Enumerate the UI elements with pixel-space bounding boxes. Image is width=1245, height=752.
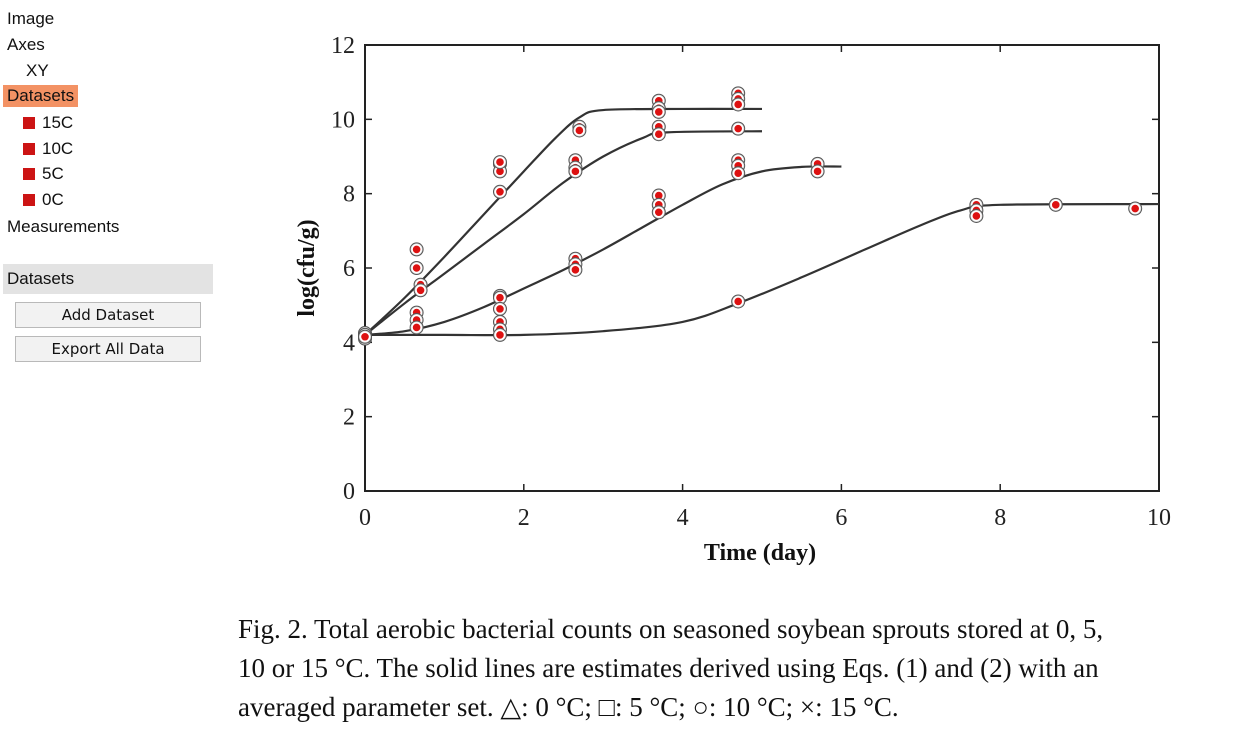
datasets-panel-header: Datasets [3, 264, 213, 294]
fit-curve-0c [365, 202, 1160, 337]
fit-curve-5c [364, 165, 842, 336]
fit-curve-10c [364, 130, 763, 336]
x-tick-label: 2 [518, 505, 530, 531]
tree-item-dataset-15c[interactable]: 15C [23, 112, 73, 134]
y-tick-label: 10 [331, 107, 355, 133]
axis-ticks: 0 2 4 6 8 10 0 2 4 6 8 10 12 [331, 33, 1171, 531]
data-point-5c[interactable] [570, 264, 581, 276]
data-point-15c[interactable] [653, 106, 665, 118]
plot-frame [364, 44, 1160, 492]
data-point-5c[interactable] [653, 206, 665, 218]
fit-curve-15c [364, 107, 763, 336]
x-tick-label: 6 [835, 505, 847, 531]
dataset-label: 10C [42, 139, 74, 158]
y-axis-label: log(cfu/g) [294, 219, 320, 316]
data-point-0c[interactable] [359, 331, 371, 343]
caption-line: Fig. 2. Total aerobic bacterial counts o… [238, 614, 1104, 644]
data-point-5c[interactable] [494, 303, 506, 315]
caption-line: 10 or 15 °C. The solid lines are estimat… [238, 653, 1099, 683]
y-tick-label: 4 [343, 330, 355, 356]
data-point-10c[interactable] [494, 156, 506, 168]
chart-canvas[interactable]: 0 2 4 6 8 10 0 2 4 6 8 10 12 Time (day) log(cfu/g) [240, 0, 1240, 600]
add-dataset-button[interactable]: Add Dataset [15, 302, 201, 328]
data-point-0c[interactable] [494, 329, 506, 341]
dataset-color-swatch [23, 168, 35, 180]
data-point-0c[interactable] [970, 210, 982, 222]
data-point-15c[interactable] [573, 125, 585, 136]
tree-item-xy[interactable]: XY [26, 61, 49, 80]
data-point-5c[interactable] [494, 292, 506, 304]
figure-caption: Fig. 2. Total aerobic bacterial counts o… [238, 610, 1238, 727]
x-tick-label: 10 [1147, 505, 1171, 531]
data-point-5c[interactable] [732, 167, 744, 179]
dataset-label: 15C [42, 113, 74, 132]
x-tick-label: 8 [994, 505, 1006, 531]
caption-line: averaged parameter set. △: 0 °C; □: 5 °C… [238, 692, 899, 722]
data-point-10c[interactable] [653, 128, 665, 140]
tree-item-measurements[interactable]: Measurements [7, 217, 120, 236]
data-point-0c[interactable] [1050, 199, 1062, 211]
data-point-10c[interactable] [732, 123, 744, 135]
data-point-5c[interactable] [411, 322, 423, 333]
tree-item-datasets[interactable]: Datasets [3, 85, 79, 107]
y-tick-label: 6 [343, 256, 355, 282]
x-axis-label: Time (day) [704, 540, 816, 566]
dataset-label: 5C [42, 164, 64, 183]
dataset-color-swatch [23, 143, 35, 155]
dataset-color-swatch [23, 117, 35, 129]
data-point-15c[interactable] [411, 244, 423, 255]
data-point-0c[interactable] [732, 296, 744, 307]
tree-item-dataset-0c[interactable]: 0C [23, 189, 64, 211]
dataset-color-swatch [23, 194, 35, 206]
x-tick-label: 4 [677, 505, 689, 531]
tree-item-axes[interactable]: Axes [7, 35, 45, 54]
x-tick-label: 0 [359, 505, 371, 531]
y-tick-label: 0 [343, 479, 355, 505]
data-point-15c[interactable] [732, 99, 744, 110]
tree-item-dataset-10c[interactable]: 10C [23, 138, 73, 160]
fit-curves [364, 107, 1160, 337]
data-point-10c[interactable] [570, 165, 581, 177]
y-tick-label: 2 [343, 405, 355, 431]
data-point-10c[interactable] [415, 284, 426, 296]
data-point-5c[interactable] [812, 165, 823, 177]
data-point-15c[interactable] [494, 186, 506, 198]
y-tick-label: 8 [343, 182, 355, 208]
y-tick-label: 12 [331, 33, 355, 59]
data-point-15c[interactable] [411, 262, 423, 274]
sidebar: Image Axes XY Datasets 15C 10C 5C 0C Mea… [0, 0, 215, 752]
data-points[interactable] [358, 86, 1143, 346]
export-all-data-button[interactable]: Export All Data [15, 336, 201, 362]
tree-item-dataset-5c[interactable]: 5C [23, 163, 64, 185]
dataset-label: 0C [42, 190, 64, 209]
tree-item-image[interactable]: Image [7, 9, 55, 28]
data-point-0c[interactable] [1129, 203, 1141, 214]
